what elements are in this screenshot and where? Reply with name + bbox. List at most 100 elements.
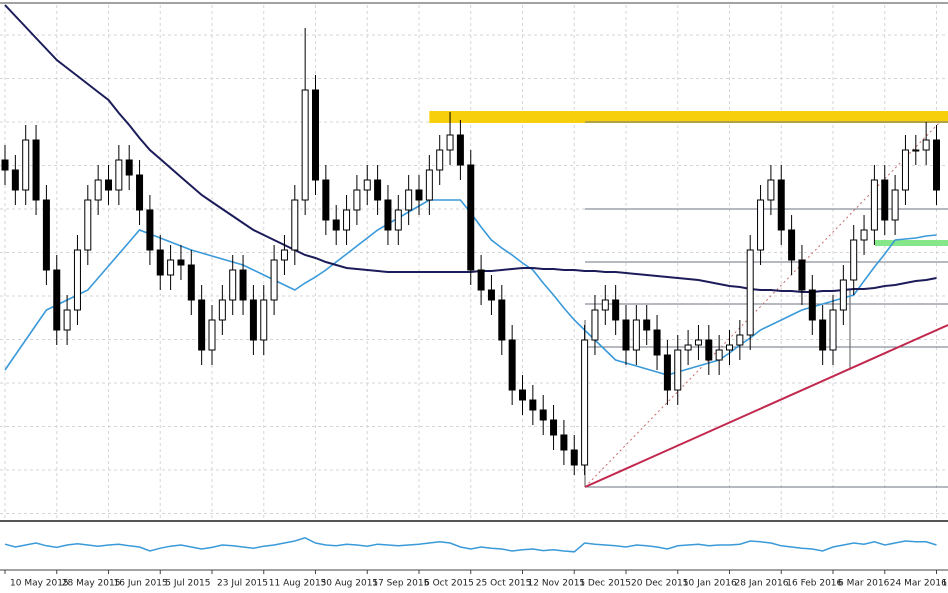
- candle-body: [394, 209, 402, 231]
- x-tick-label: 30 Aug 2015: [321, 579, 379, 589]
- candle-body: [519, 389, 526, 401]
- x-tick-label: 25 Oct 2015: [476, 579, 532, 589]
- x-tick-label: 17 Sep 2015: [372, 579, 429, 589]
- candle-body: [622, 319, 630, 351]
- candle-body: [819, 319, 827, 351]
- candle-body: [270, 259, 278, 301]
- candle-body: [922, 139, 930, 151]
- candle-body: [736, 334, 744, 346]
- candle-body: [529, 399, 537, 411]
- candle-body: [788, 229, 796, 261]
- candle-body: [22, 139, 30, 191]
- candle-body: [860, 229, 868, 241]
- candle-body: [643, 319, 651, 331]
- candle-body: [881, 179, 889, 221]
- candle-body: [218, 299, 226, 321]
- candle-body: [125, 159, 133, 176]
- candle-body: [757, 199, 765, 251]
- x-tick-label: 6 Mar 2016: [838, 579, 890, 589]
- candle-body: [746, 249, 754, 336]
- support-band: [875, 240, 948, 246]
- candle-body: [870, 179, 878, 231]
- x-tick-label: 11 Aug 2015: [269, 579, 327, 589]
- candle-body: [663, 354, 671, 391]
- x-tick-label: 28 May 2015: [62, 579, 121, 589]
- x-tick-label: 12 Nov 2015: [528, 579, 586, 589]
- candle-body: [198, 299, 206, 351]
- x-tick-label: 5 Jul 2015: [165, 579, 210, 589]
- candle-body: [456, 134, 464, 166]
- candle-body: [73, 249, 81, 311]
- candle-body: [850, 239, 858, 281]
- x-tick-label: 1 Dec 2015: [579, 579, 631, 589]
- candle-body: [301, 89, 309, 201]
- candle-body: [363, 179, 371, 191]
- x-tick-label: 6 Oct 2015: [424, 579, 474, 589]
- candle-body: [415, 189, 423, 201]
- x-tick-label: 28 Jan 2016: [735, 579, 789, 589]
- candle-body: [912, 149, 920, 152]
- candle-body: [591, 309, 599, 341]
- candle-body: [560, 434, 568, 451]
- candle-body: [156, 249, 164, 276]
- candle-body: [839, 279, 847, 311]
- candle-body: [291, 199, 299, 251]
- resistance-band: [429, 111, 948, 123]
- candle-body: [933, 139, 940, 191]
- candle-body: [539, 409, 547, 421]
- candle-body: [467, 164, 475, 271]
- candle-body: [322, 179, 330, 221]
- candle-body: [446, 134, 454, 151]
- candle-body: [498, 299, 506, 341]
- candle-body: [436, 149, 444, 171]
- candle-body: [94, 179, 102, 201]
- candle-body: [570, 449, 578, 466]
- candle-body: [715, 349, 723, 361]
- candle-body: [42, 199, 50, 271]
- trendline: [584, 324, 948, 488]
- candle-body: [229, 269, 237, 301]
- x-tick-label: 20 Dec 2015: [631, 579, 689, 589]
- x-tick-label: 24 Mar 2016: [890, 579, 947, 589]
- candle-body: [187, 264, 195, 301]
- candle-body: [726, 344, 733, 351]
- candle-body: [808, 289, 816, 321]
- candle-body: [1, 159, 9, 171]
- candle-body: [32, 139, 40, 201]
- candle-body: [343, 209, 351, 231]
- x-tick-label: 10 Jan 2016: [683, 579, 737, 589]
- candle-body: [53, 269, 61, 331]
- candle-body: [684, 344, 692, 351]
- candle-body: [612, 299, 620, 321]
- candle-body: [829, 309, 837, 351]
- candle-body: [136, 174, 144, 211]
- candle-body: [674, 349, 682, 391]
- candle-body: [508, 339, 516, 391]
- candle-body: [353, 189, 361, 211]
- candle-body: [146, 209, 154, 251]
- candle-body: [767, 179, 775, 201]
- candle-body: [487, 289, 495, 301]
- candle-body: [115, 159, 123, 191]
- candle-body: [798, 259, 806, 291]
- candle-body: [477, 269, 485, 291]
- candle-body: [384, 199, 392, 231]
- candle-body: [249, 299, 257, 341]
- candle-body: [550, 419, 558, 436]
- x-tick-label: 16 Jun 2015: [114, 579, 168, 589]
- indicator-line: [4, 536, 937, 553]
- candle-body: [405, 189, 413, 211]
- candle-body: [601, 299, 609, 311]
- x-tick-label: 23 Jul 2015: [217, 579, 268, 589]
- candle-body: [425, 169, 433, 201]
- candle-body: [167, 259, 175, 276]
- candle-body: [312, 89, 319, 181]
- candle-body: [777, 179, 785, 231]
- candle-body: [694, 339, 702, 346]
- candle-body: [374, 179, 382, 201]
- candle-body: [105, 179, 112, 191]
- candle-body: [901, 149, 909, 191]
- candle-body: [260, 299, 268, 341]
- candle-body: [63, 309, 71, 331]
